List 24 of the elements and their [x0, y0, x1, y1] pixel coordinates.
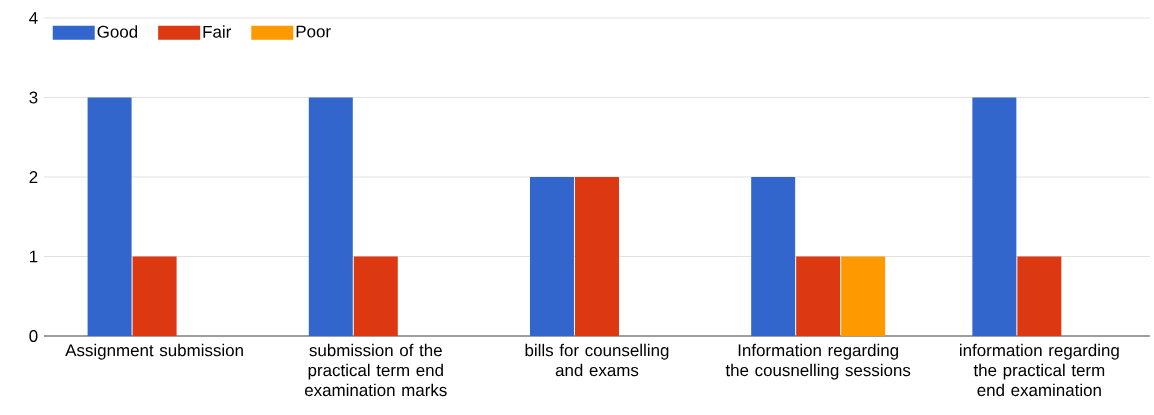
- y-tick-label: 3: [29, 91, 38, 104]
- bar: [1017, 256, 1062, 336]
- bar: [132, 256, 177, 336]
- bar: [353, 256, 398, 336]
- bar: [972, 97, 1017, 336]
- bar: [841, 256, 886, 336]
- y-tick-label: 2: [29, 171, 38, 183]
- bar: [796, 256, 841, 336]
- legend-label: Good: [97, 25, 138, 38]
- legend-label: Poor: [296, 25, 331, 38]
- x-tick-label: submission of the practical term end examination marks: [304, 343, 447, 397]
- bar: [308, 97, 353, 336]
- x-tick-label: Information regarding the cousnelling sessions: [725, 343, 911, 380]
- bar: [529, 177, 574, 336]
- y-tick-label: 0: [29, 330, 38, 342]
- bar: [751, 177, 796, 336]
- x-tick-label: bills for counselling and exams: [525, 343, 669, 377]
- y-tick-label: 1: [30, 250, 38, 263]
- legend-label: Fair: [203, 25, 232, 38]
- bar: [87, 97, 132, 336]
- bar: [574, 177, 619, 336]
- x-tick-label: information regarding the practical term end examination: [960, 343, 1119, 397]
- x-tick-label: Assignment submission: [65, 343, 243, 360]
- y-tick-label: 4: [29, 12, 38, 24]
